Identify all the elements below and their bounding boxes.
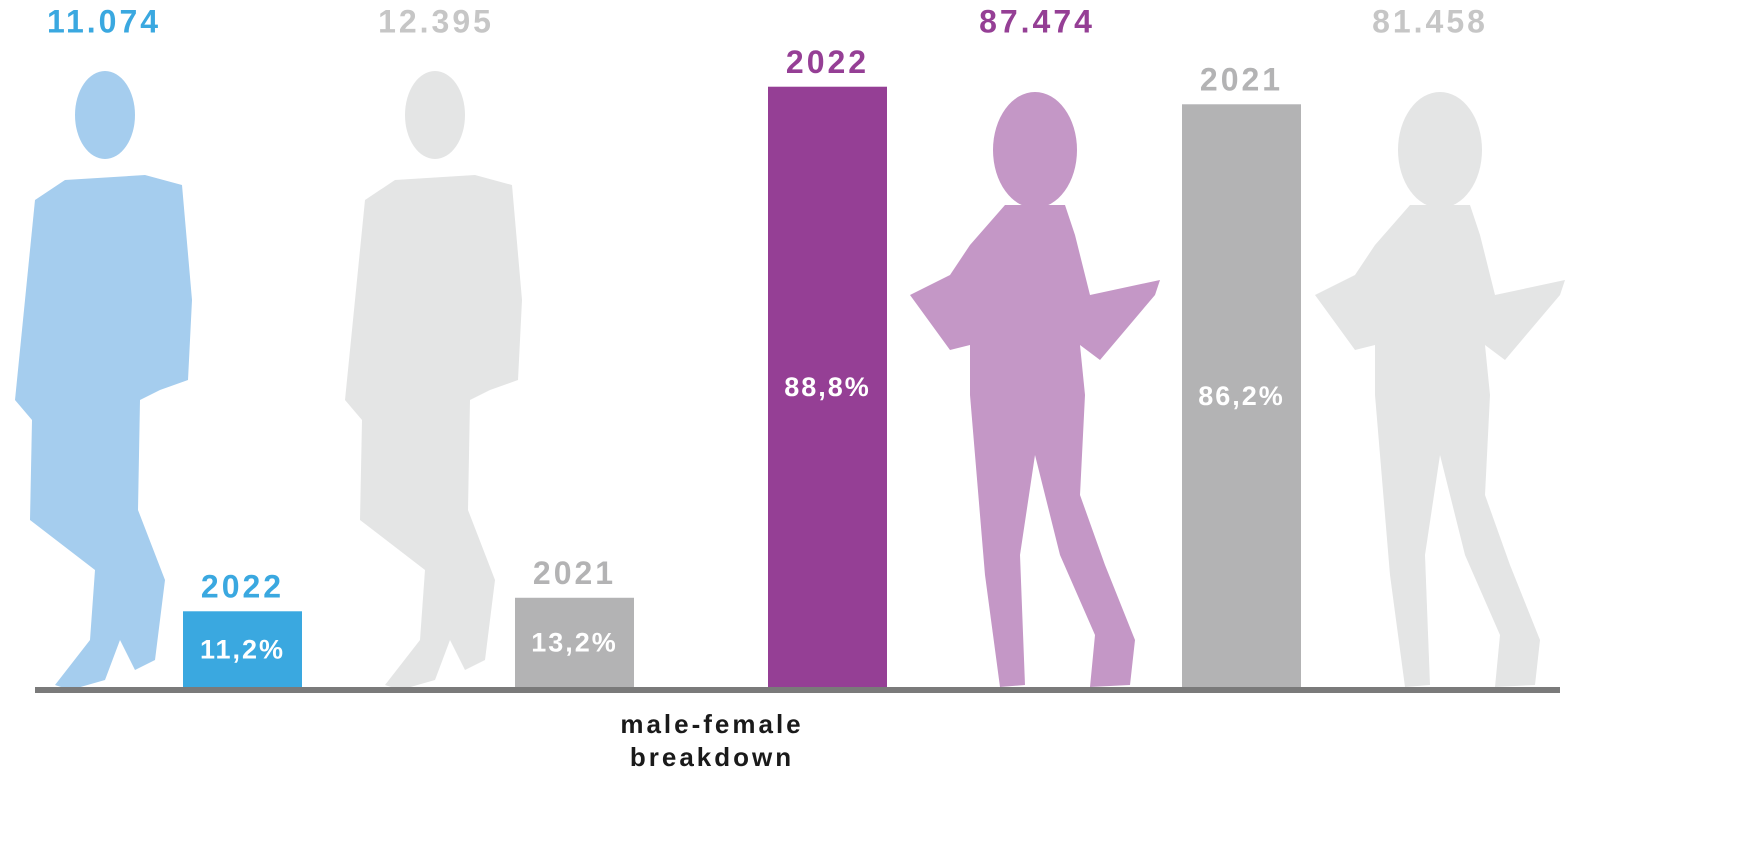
female-silhouette [1315, 92, 1565, 687]
bar [515, 597, 634, 687]
value-label: 86,2% [1198, 381, 1285, 411]
year-label: 2022 [786, 44, 869, 80]
bar [768, 86, 887, 688]
value-label: 13,2% [531, 628, 618, 658]
male-silhouette [345, 71, 522, 690]
count-label: 87.474 [979, 3, 1095, 39]
chart-title: male-female breakdown [620, 709, 804, 772]
value-label: 88,8% [784, 372, 871, 402]
year-label: 2021 [533, 555, 616, 591]
bar [183, 611, 302, 687]
value-label: 11,2% [200, 634, 285, 664]
year-label: 2022 [201, 569, 284, 605]
female-silhouette [910, 92, 1160, 687]
year-label: 2021 [1200, 62, 1283, 98]
count-label: 81.458 [1372, 3, 1488, 39]
count-label: 12.395 [378, 3, 494, 39]
baseline [35, 687, 1560, 693]
bar [1182, 104, 1301, 687]
male-silhouette [15, 71, 192, 690]
count-label: 11.074 [47, 3, 161, 39]
